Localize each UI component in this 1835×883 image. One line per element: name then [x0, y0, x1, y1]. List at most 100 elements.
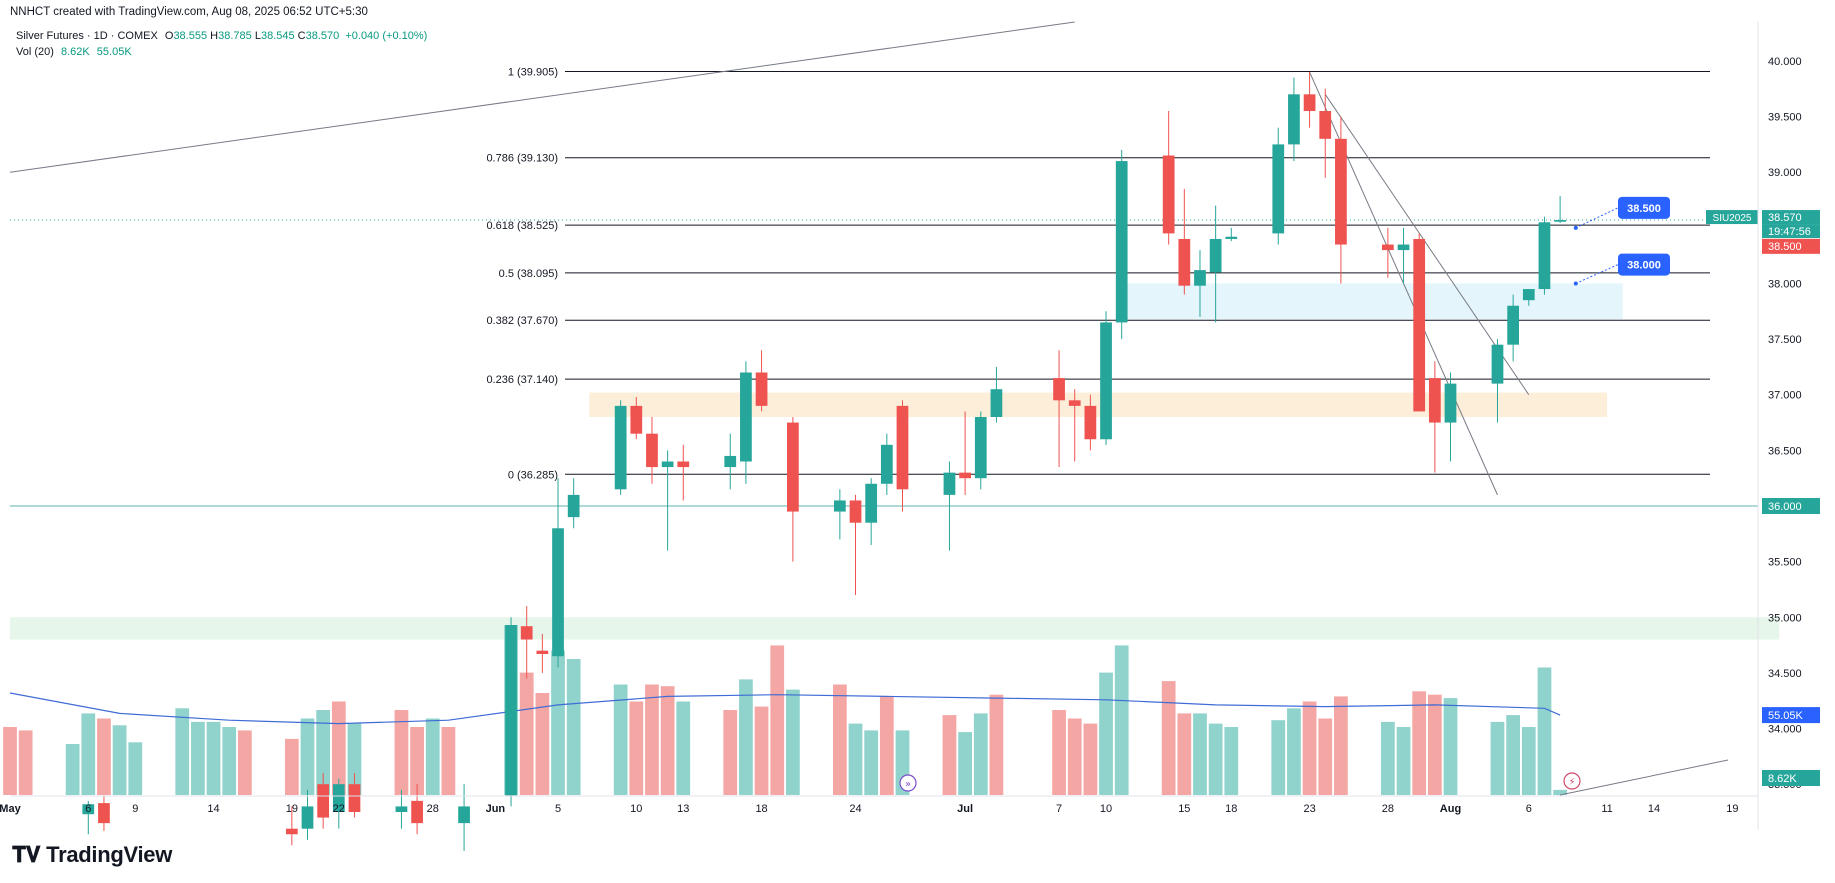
x-tick-label: 28 [1382, 803, 1394, 815]
volume-bar [112, 725, 127, 795]
y-tick-label: 34.500 [1768, 668, 1802, 680]
volume-bar [629, 701, 644, 795]
candle-body [1068, 400, 1081, 406]
volume-bar [425, 718, 440, 795]
symbol-name: Silver Futures · 1D · COMEX [16, 30, 158, 42]
candle-body [301, 806, 314, 829]
candle-body [332, 784, 345, 812]
ohlc-close-label: C [297, 30, 306, 42]
volume-bar [3, 727, 17, 795]
candle-body [833, 500, 846, 512]
volume-bar [879, 696, 894, 795]
x-tick-label: May [0, 803, 22, 815]
volume-bar [191, 721, 205, 795]
candle-body [1053, 378, 1065, 401]
volume-bar [739, 679, 753, 795]
volume-bar [1553, 789, 1567, 795]
volume-ma-value: 55.05K [96, 46, 132, 58]
volume-bar [1177, 713, 1192, 795]
y-tick-label: 39.000 [1768, 167, 1802, 179]
candle-body [1538, 222, 1551, 290]
volume-bar [175, 708, 190, 795]
fib-label: 0.786 (39.130) [486, 153, 558, 165]
candle-body [98, 803, 110, 824]
candle-body [536, 650, 549, 654]
x-tick-label: Jun [486, 803, 506, 815]
volume-bar [410, 727, 424, 795]
volume-bar [316, 710, 331, 795]
candle-body [1444, 383, 1457, 423]
candle-body [395, 806, 408, 812]
volume-bar [786, 689, 800, 795]
candle-body [1397, 244, 1410, 251]
y-tick-label: 37.000 [1768, 390, 1802, 402]
candle-body [1194, 270, 1206, 286]
x-tick-label: 9 [132, 803, 138, 815]
lower-trendline [1559, 759, 1729, 796]
fib-label: 0.618 (38.525) [486, 220, 558, 232]
ticker-badge [1706, 210, 1758, 225]
volume-bar [942, 715, 957, 795]
volume-bar [973, 713, 988, 795]
volume-bar [551, 650, 565, 795]
volume-bar [1412, 691, 1427, 795]
volume-bar [770, 645, 785, 795]
candle-body [1554, 220, 1566, 222]
volume-bar [864, 730, 879, 795]
volume-bar [300, 718, 315, 795]
candle-body [787, 422, 799, 512]
ohlc-change: +0.040 (+0.10%) [345, 30, 428, 42]
candle-body [849, 500, 862, 523]
y-tick-label: 39.500 [1768, 112, 1802, 124]
volume-bar [989, 694, 1004, 795]
y-tick-label: 40.000 [1768, 56, 1802, 68]
candle-body [1272, 144, 1285, 234]
candle-body [552, 528, 564, 657]
volume-bar [1208, 723, 1223, 795]
volume-bar [81, 713, 96, 795]
last-price-badge [1762, 210, 1820, 225]
candle-body [1507, 305, 1520, 345]
candle-body [505, 625, 517, 796]
symbol-legend[interactable]: Silver Futures · 1D · COMEX O38.555 H38.… [16, 30, 427, 42]
candle-body [661, 461, 674, 468]
candle-body [1100, 322, 1112, 440]
volume-bar [284, 738, 299, 795]
target-anchor [1573, 225, 1578, 230]
countdown-label: 19:47:56 [1768, 226, 1811, 238]
x-tick-label: 18 [755, 803, 767, 815]
candle-body [520, 626, 533, 640]
x-tick-label: 6 [1526, 803, 1532, 815]
volume-bar [206, 721, 221, 795]
target-tag [1618, 253, 1670, 276]
candle-body [1225, 236, 1238, 239]
candle-body [1162, 155, 1175, 234]
candle-body [677, 461, 690, 468]
volume-bar [958, 732, 972, 795]
x-tick-label: 7 [1056, 803, 1062, 815]
candle-body [1428, 378, 1441, 423]
candle-body [1288, 94, 1300, 145]
volume-bar [1083, 723, 1098, 795]
volume-bar [519, 672, 534, 795]
y-tick-label: 36.500 [1768, 445, 1802, 457]
volume-legend[interactable]: Vol (20) 8.62K 55.05K [16, 46, 132, 58]
ohlc-high: 38.785 [218, 30, 252, 42]
volume-bar [1506, 715, 1521, 795]
candle-body [1335, 138, 1347, 245]
candle-body [1319, 111, 1332, 139]
x-tick-label: 6 [85, 803, 91, 815]
fib-label: 1 (39.905) [508, 67, 558, 79]
fib-label: 0.5 (38.095) [499, 268, 558, 280]
volume-badge-label: 8.62K [1768, 773, 1797, 785]
x-tick-label: 18 [1225, 803, 1237, 815]
volume-bar [347, 723, 362, 795]
y-tick-label: 38.000 [1768, 278, 1802, 290]
ticker-badge-label: SIU2025 [1713, 213, 1752, 224]
upper-trendline [9, 21, 1075, 173]
tradingview-logo[interactable]: 𝐓𝐕 TradingView [12, 842, 172, 868]
volume-bar [754, 706, 769, 795]
volume-bar [613, 684, 628, 795]
x-tick-label: 10 [630, 803, 642, 815]
